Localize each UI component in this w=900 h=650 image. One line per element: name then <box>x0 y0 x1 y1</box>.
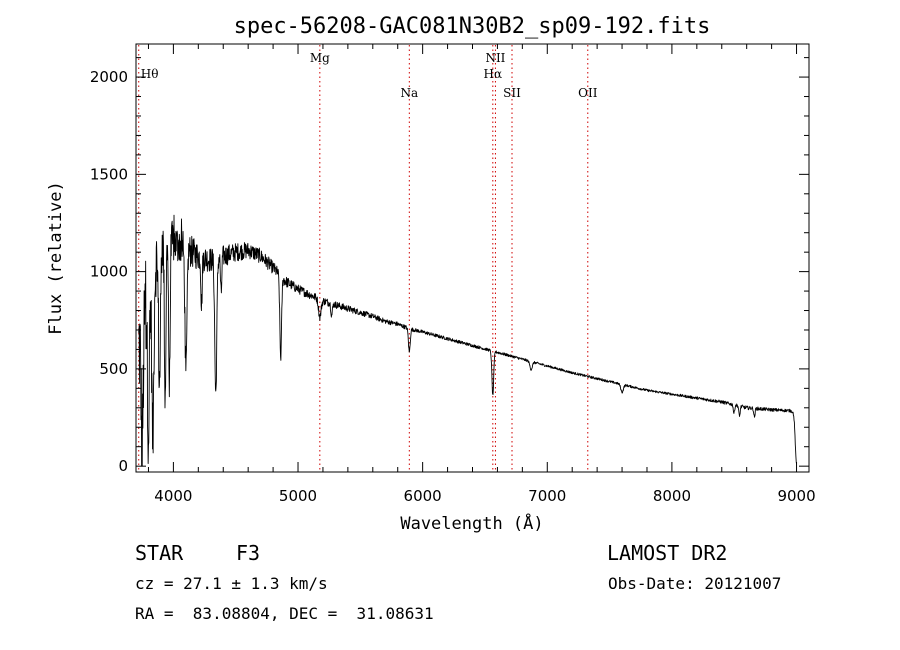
spectrum-line <box>138 214 797 467</box>
y-tick-label: 0 <box>118 457 128 475</box>
spectral-line-markers <box>138 45 589 471</box>
object-class: STAR <box>135 541 184 565</box>
y-axis-label: Flux (relative) <box>46 181 66 335</box>
survey-name: LAMOST DR2 <box>607 541 728 565</box>
x-tick-label: 9000 <box>777 487 815 505</box>
spectral-line-label: Hθ <box>141 67 159 81</box>
spectral-line-label: OII <box>578 86 598 100</box>
y-tick-label: 2000 <box>90 68 128 86</box>
coordinates: RA = 83.08804, DEC = 31.08631 <box>135 604 434 623</box>
spectral-line-label: NII <box>485 51 505 65</box>
x-tick-label: 6000 <box>404 487 442 505</box>
spectral-line-label: Na <box>400 86 418 100</box>
y-tick-label: 1500 <box>90 165 128 183</box>
spectrum-plot <box>138 214 797 467</box>
spectral-line-label: Mg <box>310 51 330 65</box>
x-tick-label: 8000 <box>653 487 691 505</box>
plot-frame <box>135 43 810 473</box>
y-tick-label: 1000 <box>90 263 128 281</box>
y-tick-label: 500 <box>99 360 128 378</box>
x-tick-label: 4000 <box>154 487 192 505</box>
observation-date: Obs-Date: 20121007 <box>608 574 782 593</box>
object-subclass: F3 <box>236 541 261 565</box>
x-axis-ticks: 4000 5000 6000 7000 8000 9000 <box>147 44 816 505</box>
spectral-line-label: Hα <box>484 67 503 81</box>
redshift-value: cz = 27.1 ± 1.3 km/s <box>135 574 328 593</box>
x-tick-label: 7000 <box>528 487 566 505</box>
chart-title: spec-56208-GAC081N30B2_sp09-192.fits <box>234 14 711 39</box>
x-axis-label: Wavelength (Å) <box>400 512 543 534</box>
spectral-line-label: SII <box>503 86 521 100</box>
x-tick-label: 5000 <box>279 487 317 505</box>
y-axis-ticks: 0 500 1000 1500 2000 <box>90 57 809 475</box>
